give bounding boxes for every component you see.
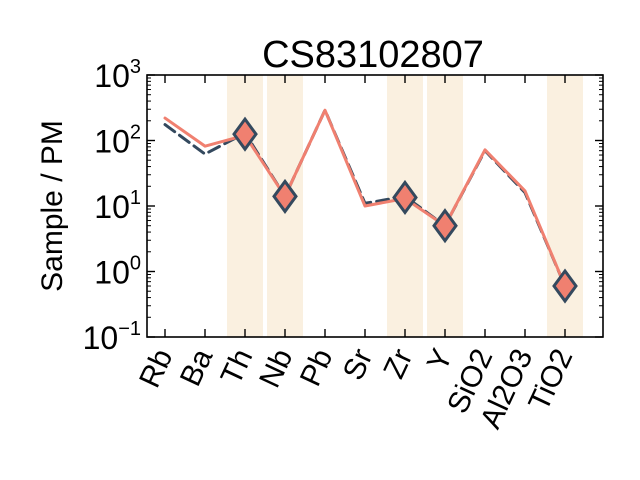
marker-th: [232, 116, 258, 152]
x-tick-label-rb: Rb: [133, 344, 179, 393]
y-axis-label: Sample / PM: [36, 120, 69, 292]
y-tick-label: 103: [94, 56, 141, 94]
marker-tio2: [552, 268, 578, 304]
x-tick-label-y: Y: [421, 344, 459, 376]
marker-zr: [392, 179, 418, 215]
y-tick-base: 10: [94, 58, 130, 94]
x-tick-label-pb: Pb: [294, 344, 339, 391]
x-ticks: [164, 75, 566, 337]
y-minor-ticks: [147, 77, 603, 318]
x-tick-label-th: Th: [215, 344, 260, 390]
y-tick-label: 100: [94, 253, 141, 291]
chart-title: CS83102807: [262, 34, 484, 76]
x-tick-label-sr: Sr: [337, 344, 380, 385]
highlight-band-th: [227, 75, 263, 337]
y-tick-base: 10: [94, 124, 130, 160]
y-tick-exponent: 0: [130, 253, 141, 275]
y-major-ticks: [147, 74, 603, 338]
series-line-dashed: [163, 108, 567, 288]
x-tick-label-zr: Zr: [377, 344, 419, 384]
plot-frame: [146, 74, 604, 338]
y-tick-label: 102: [94, 122, 141, 160]
y-tick-label: 10−1: [83, 318, 141, 356]
marker-nb: [272, 178, 298, 214]
y-tick-base: 10: [94, 189, 130, 225]
marker-y: [432, 208, 458, 244]
x-tick-label-ba: Ba: [174, 344, 220, 391]
y-tick-exponent: 3: [130, 56, 141, 78]
data-markers: [232, 116, 578, 304]
series-lines: [163, 108, 567, 288]
y-tick-base: 10: [83, 320, 119, 356]
y-tick-base: 10: [94, 255, 130, 291]
y-tick-exponent: −1: [118, 318, 141, 340]
highlight-band-y: [427, 75, 463, 337]
y-tick-label: 101: [94, 187, 141, 225]
y-tick-exponent: 2: [130, 122, 141, 144]
series-line-solid: [163, 108, 567, 288]
y-tick-exponent: 1: [130, 187, 141, 209]
x-tick-label-nb: Nb: [253, 344, 299, 393]
